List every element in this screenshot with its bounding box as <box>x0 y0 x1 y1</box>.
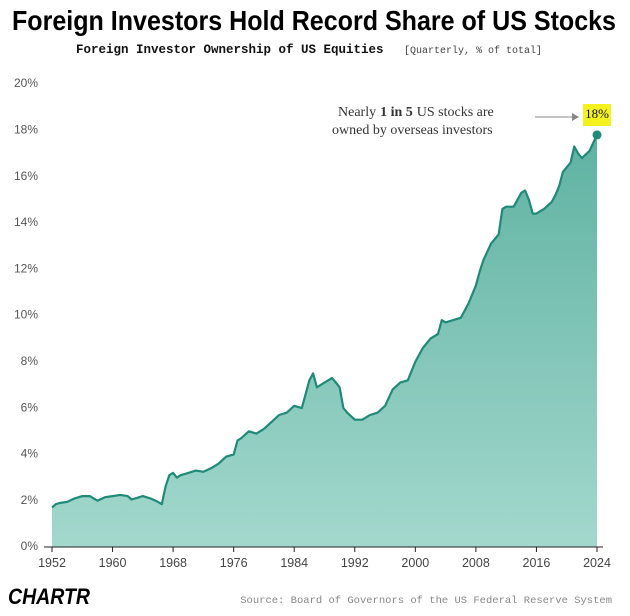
x-tick-label: 2016 <box>523 556 551 570</box>
label-box <box>583 104 611 126</box>
end-label: 18% <box>585 106 609 121</box>
y-tick-label: 10% <box>14 308 38 322</box>
arrow-head <box>572 113 579 121</box>
annotation-text: US stocks are <box>417 105 494 120</box>
y-tick-label: 8% <box>21 354 39 368</box>
end-point <box>592 130 602 140</box>
annotation-bold: 1 in 5 <box>380 105 413 120</box>
line <box>51 134 598 509</box>
annotation-text: owned by overseas investors <box>332 123 493 138</box>
y-tick-label: 18% <box>14 122 38 136</box>
y-tick-label: 0% <box>21 539 39 553</box>
area <box>52 134 597 547</box>
chart-title: Foreign Investors Hold Record Share of U… <box>12 5 616 36</box>
plot: 0% 2% 4% 6% 8% 10% 12% 14% 16% 18% 20% 1952 1960 1968… <box>14 76 611 570</box>
x-tick-label: 1968 <box>159 556 187 570</box>
y-tick-label: 12% <box>14 261 38 275</box>
y-tick-label: 2% <box>21 493 39 507</box>
annotation-text: Nearly <box>338 105 376 120</box>
x-tick-label: 2000 <box>401 556 429 570</box>
y-tick-label: 6% <box>21 400 39 414</box>
y-tick-label: 20% <box>14 76 38 90</box>
x-tick-label: 2008 <box>462 556 490 570</box>
x-tick-label: 2024 <box>583 556 611 570</box>
y-tick-label: 4% <box>21 447 39 461</box>
logo: CHARTR <box>8 584 90 609</box>
y-tick-label: 16% <box>14 169 38 183</box>
y-tick-label: 14% <box>14 215 38 229</box>
annotation: Nearly 1 in 5 US stocks are <box>338 105 494 120</box>
x-tick-label: 1960 <box>99 556 127 570</box>
x-tick-label: 1992 <box>341 556 369 570</box>
x-tick-label: 1952 <box>38 556 66 570</box>
x-tick-label: 1984 <box>280 556 308 570</box>
x-tick-label: 1976 <box>220 556 248 570</box>
source: Source: Board of Governors of the US Fed… <box>240 595 612 607</box>
subtitle-note: [Quarterly, % of total] <box>404 45 542 57</box>
subtitle: Foreign Investor Ownership of US Equitie… <box>76 43 384 57</box>
